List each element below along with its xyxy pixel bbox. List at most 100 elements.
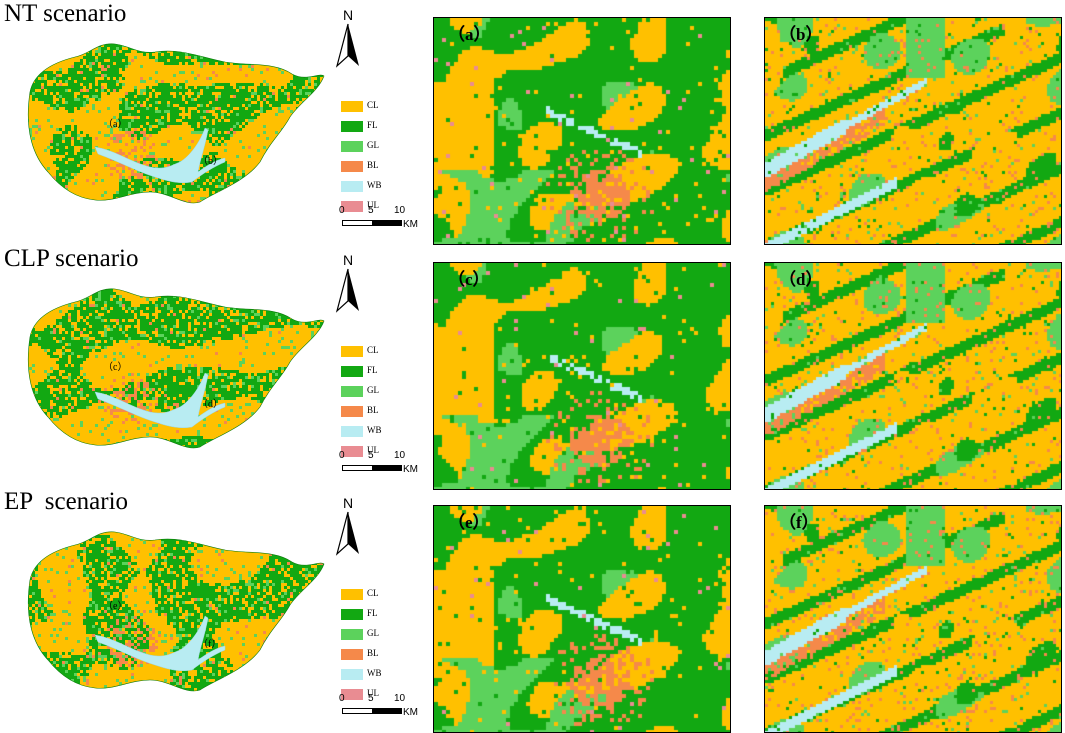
basin-label-c: （c） (103, 362, 128, 373)
basin-label-a: （a） (103, 119, 128, 130)
legend-label: GL (367, 385, 379, 395)
scenario-title: EP scenario (4, 488, 129, 515)
scale-bar-graphic (342, 465, 402, 471)
legend-item-ul: UL (341, 686, 401, 706)
legend-swatch (341, 589, 363, 600)
legend-swatch (341, 629, 363, 640)
basin-label-e: （e） (103, 601, 128, 612)
legend-label: CL (367, 588, 379, 598)
legend-swatch (341, 446, 363, 457)
legend-label: FL (367, 608, 378, 618)
legend: CL FL GL BL WB UL (341, 343, 401, 463)
basin-label-b: （b） (198, 156, 223, 167)
legend-label: GL (367, 628, 379, 638)
scale-tick-0: 0 (339, 450, 345, 461)
land-use-raster (434, 18, 730, 244)
north-label: N (343, 495, 353, 511)
zoom-panel-c: （c） (433, 262, 731, 490)
legend-swatch (341, 141, 363, 152)
panel-label: （b） (779, 25, 823, 44)
legend-label: FL (367, 365, 378, 375)
land-use-raster (765, 18, 1061, 244)
scale-tick-5: 5 (368, 205, 374, 216)
legend-item-bl: BL (341, 158, 401, 178)
legend-swatch (341, 609, 363, 620)
zoom-panel-b: （b） (764, 17, 1062, 245)
land-use-raster (765, 263, 1061, 489)
panel-label: （f） (779, 513, 819, 532)
land-use-raster (434, 506, 730, 732)
legend-item-wb: WB (341, 178, 401, 198)
north-arrow-icon: N (335, 7, 359, 68)
scale-unit: KM (403, 707, 418, 718)
basin-label-d: （d） (198, 399, 223, 410)
basin-map (27, 288, 325, 449)
legend-swatch (341, 181, 363, 192)
legend-swatch (341, 649, 363, 660)
legend-item-wb: WB (341, 666, 401, 686)
legend-label: CL (367, 100, 379, 110)
panel-label: （a） (448, 25, 491, 44)
legend-swatch (341, 101, 363, 112)
legend-swatch (341, 161, 363, 172)
legend-item-ul: UL (341, 198, 401, 218)
scenario-row-ep: EP scenario （e） （f） N CL FL GL BL WB UL 0 5 1… (0, 488, 1065, 733)
legend-label: WB (367, 668, 382, 678)
panel-label: （e） (448, 513, 490, 532)
legend-label: WB (367, 180, 382, 190)
zoom-panel-d: （d） (764, 262, 1062, 490)
legend-swatch (341, 201, 363, 212)
north-arrow-icon: N (335, 252, 359, 313)
scenario-title: CLP scenario (4, 245, 139, 272)
legend-item-ul: UL (341, 443, 401, 463)
legend-item-gl: GL (341, 383, 401, 403)
legend-item-fl: FL (341, 363, 401, 383)
legend-item-fl: FL (341, 118, 401, 138)
zoom-panel-a: （a） (433, 17, 731, 245)
legend-swatch (341, 689, 363, 700)
scale-bar: 0 5 10 KM (337, 693, 427, 723)
legend-label: BL (367, 648, 379, 658)
legend-item-cl: CL (341, 343, 401, 363)
legend-label: CL (367, 345, 379, 355)
legend-item-cl: CL (341, 98, 401, 118)
legend-swatch (341, 121, 363, 132)
scale-bar: 0 5 10 KM (337, 450, 427, 480)
legend-label: GL (367, 140, 379, 150)
legend-item-wb: WB (341, 423, 401, 443)
legend-label: UL (367, 200, 379, 210)
legend-label: BL (367, 405, 379, 415)
north-label: N (343, 7, 353, 23)
legend-swatch (341, 346, 363, 357)
legend-label: WB (367, 425, 382, 435)
legend-item-bl: BL (341, 403, 401, 423)
scale-bar: 0 5 10 KM (337, 205, 427, 235)
scale-bar-graphic (342, 220, 402, 226)
scale-tick-5: 5 (368, 450, 374, 461)
north-arrow-icon: N (335, 495, 359, 556)
scale-tick-0: 0 (339, 693, 345, 704)
scenario-row-nt: NT scenario （a） （b） N CL FL GL BL WB UL 0 5 1… (0, 0, 1065, 245)
land-use-raster (434, 263, 730, 489)
zoom-panel-f: （f） (764, 505, 1062, 733)
legend-label: UL (367, 445, 379, 455)
legend: CL FL GL BL WB UL (341, 586, 401, 706)
basin-label-f: （f） (198, 639, 222, 650)
legend-swatch (341, 406, 363, 417)
scale-unit: KM (403, 464, 418, 475)
legend-swatch (341, 669, 363, 680)
legend-swatch (341, 426, 363, 437)
legend: CL FL GL BL WB UL (341, 98, 401, 218)
north-label: N (343, 252, 353, 268)
scenario-row-clp: CLP scenario （c） （d） N CL FL GL BL WB UL 0 5 … (0, 245, 1065, 490)
zoom-panel-e: （e） (433, 505, 731, 733)
scale-tick-5: 5 (368, 693, 374, 704)
scale-bar-graphic (342, 708, 402, 714)
scale-unit: KM (403, 219, 418, 230)
basin-map (27, 43, 325, 204)
legend-label: BL (367, 160, 379, 170)
legend-item-gl: GL (341, 138, 401, 158)
scenario-title: NT scenario (4, 0, 127, 27)
legend-label: FL (367, 120, 378, 130)
scale-tick-10: 10 (394, 450, 406, 461)
